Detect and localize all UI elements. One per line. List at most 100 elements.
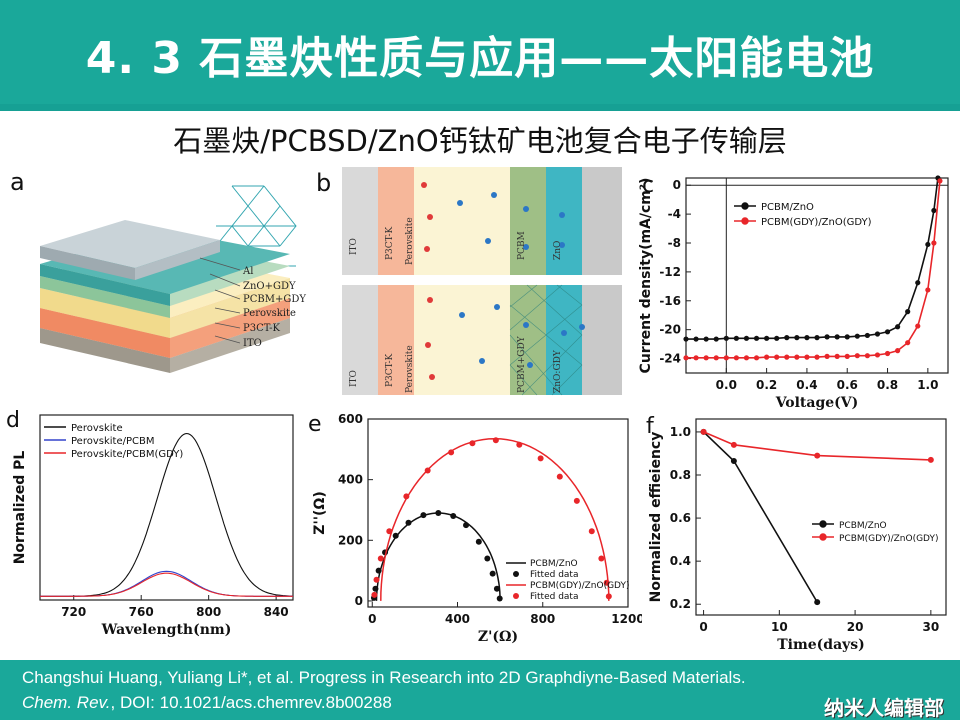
electron-particles <box>421 182 585 380</box>
schematic-layer-labels: ITO P3CT-K Perovskite PCBM ZnO ITO P3CT-… <box>349 217 563 393</box>
y-tick-label: -24 <box>659 352 681 366</box>
jv-data-point <box>864 332 870 339</box>
y-tick-label: 0.8 <box>670 468 691 482</box>
jv-data-point <box>804 354 810 360</box>
jv-data-point <box>733 355 739 361</box>
impedance-point <box>573 497 580 504</box>
y-tick-label: -12 <box>659 265 681 279</box>
jv-data-point <box>794 354 800 360</box>
plot-frame <box>685 177 949 374</box>
x-tick-label: 0.2 <box>756 378 777 392</box>
jv-data-point <box>884 329 891 335</box>
legend-marker <box>819 520 827 528</box>
layer-labels: Al ZnO+GDY PCBM+GDY Perovskite P3CT-K IT… <box>242 266 306 349</box>
impedance-point <box>496 595 503 602</box>
svg-text:ITO: ITO <box>349 370 359 387</box>
impedance-point <box>484 555 491 562</box>
impedance-point <box>463 522 470 529</box>
jv-data-point <box>854 333 860 339</box>
citation-line: Changshui Huang, Yuliang Li*, et al. Pro… <box>22 668 746 687</box>
jv-data-point <box>925 241 931 248</box>
jv-data-point <box>905 309 911 315</box>
x-tick-label: 400 <box>445 612 470 626</box>
jv-data-point <box>874 352 881 358</box>
jv-data-point <box>683 355 689 361</box>
legend-label: PCBM(GDY)/ZnO(GDY) <box>839 534 939 544</box>
title-stripe <box>0 104 960 111</box>
fit-curve <box>375 512 501 601</box>
x-tick-label: 10 <box>771 620 788 634</box>
jv-data-point <box>784 354 790 360</box>
stability-data-point <box>730 458 737 464</box>
al-layer <box>40 220 220 280</box>
legend-marker <box>741 217 749 225</box>
layer-label: PCBM+GDY <box>243 294 306 305</box>
y-tick-label: 0.2 <box>670 597 691 611</box>
layer-label: ITO <box>243 338 262 349</box>
x-axis-label: Voltage(V) <box>775 395 859 411</box>
jv-data-point <box>693 355 699 361</box>
panel-a-letter: a <box>10 168 25 196</box>
impedance-point <box>493 585 500 592</box>
journal-name: Chem. Rev. <box>22 693 111 712</box>
legend-label: Perovskite/PCBM <box>71 436 154 447</box>
stability-data-point <box>814 599 821 606</box>
jv-data-point <box>774 335 780 341</box>
pl-spectrum-chart: d 720 760 800 840 Wavelength(nm) Normalized PL… <box>6 408 294 638</box>
impedance-point <box>405 519 412 526</box>
graphdiyne-lattice-icon <box>215 185 297 267</box>
y-axis-label: Normalized PL <box>12 451 28 565</box>
jv-data-point <box>915 323 921 329</box>
impedance-point <box>377 555 384 562</box>
x-tick-label: 840 <box>264 605 289 619</box>
stability-data-point <box>814 452 821 459</box>
pl-series-line <box>40 572 293 597</box>
plot-frame <box>695 418 947 616</box>
x-tick-label: 0 <box>368 612 376 626</box>
svg-text:PCBM+GDY: PCBM+GDY <box>517 335 527 393</box>
panel-d: d 720 760 800 840 Wavelength(nm) Normalized PL… <box>0 405 304 655</box>
transport-schematic-figure: ITO P3CT-K Perovskite PCBM ZnO ITO P3CT-… <box>342 167 622 396</box>
jv-data-point <box>931 207 937 214</box>
stability-data-point <box>927 456 934 463</box>
jv-data-point <box>713 336 719 342</box>
jv-data-point <box>895 324 901 330</box>
impedance-point <box>605 593 612 600</box>
jv-data-point <box>743 335 750 341</box>
svg-text:Perovskite: Perovskite <box>405 217 415 265</box>
impedance-point <box>392 532 399 539</box>
impedance-point <box>420 512 427 519</box>
jv-data-point <box>774 354 780 360</box>
impedance-point <box>386 528 393 535</box>
y-tick-label: 200 <box>338 533 363 547</box>
y-tick-label: 600 <box>338 412 363 426</box>
layer-leader-lines <box>199 257 241 344</box>
plot-frame <box>367 418 629 608</box>
svg-text:ZnO:GDY: ZnO:GDY <box>553 349 563 393</box>
stability-series-line <box>703 431 931 461</box>
x-tick-label: 0 <box>699 620 707 634</box>
x-tick-label: 800 <box>196 605 221 619</box>
impedance-point <box>492 437 499 444</box>
x-tick-label: 0.6 <box>837 378 858 392</box>
title-bar <box>0 0 960 104</box>
impedance-point <box>375 567 382 574</box>
layer-label: ZnO+GDY <box>243 281 296 292</box>
doi-text: , DOI: 10.1021/acs.chemrev.8b00288 <box>110 693 392 712</box>
legend-label: Perovskite <box>71 423 123 434</box>
panel-a: a <box>0 168 310 398</box>
plot-frame <box>39 414 294 601</box>
x-tick-label: 0.4 <box>796 378 817 392</box>
impedance-point <box>537 455 544 462</box>
y-tick-label: -8 <box>668 236 681 250</box>
legend-label: PCBM(GDY)/ZnO(GDY) <box>761 217 872 228</box>
legend-marker <box>819 533 827 541</box>
legend-marker <box>513 571 519 577</box>
jv-data-point <box>864 353 870 359</box>
jv-data-point <box>804 335 810 341</box>
layer-label: P3CT-K <box>243 323 281 334</box>
jv-data-point <box>723 335 729 341</box>
watermark: 纳米人编辑部 <box>824 696 944 720</box>
legend-label: PCBM/ZnO <box>839 521 887 531</box>
x-tick-label: 720 <box>61 605 86 619</box>
